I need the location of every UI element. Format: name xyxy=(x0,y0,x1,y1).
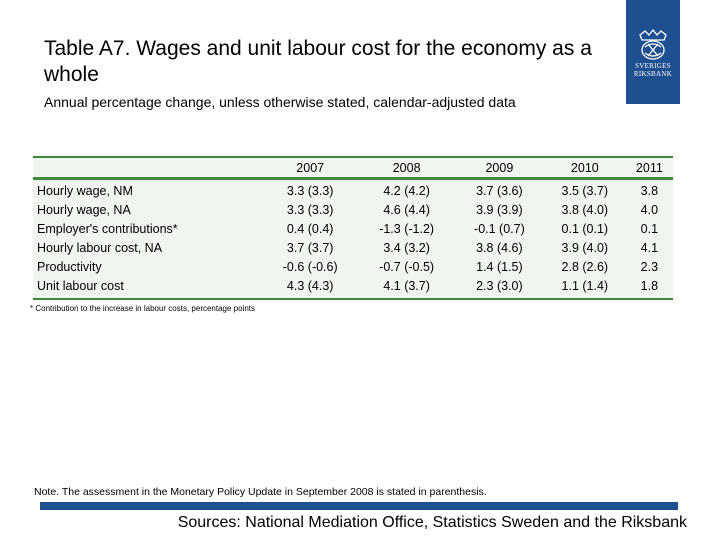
table-cell: 1.4 (1.5) xyxy=(476,259,523,274)
table-cell: 3.8 (4.6) xyxy=(476,240,523,255)
table-cell: 4.1 (3.7) xyxy=(383,278,430,293)
table-row: Hourly wage, NM 3.3 (3.3) 4.2 (4.2) 3.7 … xyxy=(33,179,673,200)
table-cell: 4.3 (4.3) xyxy=(286,278,334,293)
table-cell: 3.3 (3.3) xyxy=(286,202,334,217)
row-label: Productivity xyxy=(37,259,102,274)
column-header: 2007 xyxy=(296,160,325,175)
table-cell: 3.8 xyxy=(640,183,659,198)
logo-text-line1: SVERIGES xyxy=(635,62,671,70)
table-cell: 3.4 (3.2) xyxy=(383,240,430,255)
page-title: Table A7. Wages and unit labour cost for… xyxy=(44,37,592,86)
table-cell: 3.7 (3.6) xyxy=(476,183,523,198)
table-cell: 2.3 xyxy=(640,259,659,274)
table-cell: 4.0 xyxy=(640,202,659,217)
table-cell: 4.6 (4.4) xyxy=(383,202,430,217)
row-label: Employer's contributions* xyxy=(37,221,178,236)
table-cell: 1.8 xyxy=(640,278,659,293)
table-row: Productivity -0.6 (-0.6) -0.7 (-0.5) 1.4… xyxy=(33,257,673,276)
table-cell: 3.8 (4.0) xyxy=(561,202,609,217)
wages-table: 2007 2008 2009 2010 2011 Hourly wage, NM… xyxy=(33,156,673,295)
row-label: Hourly wage, NM xyxy=(37,183,133,198)
table-cell: -1.3 (-1.2) xyxy=(379,221,435,236)
column-header: 2010 xyxy=(570,160,599,175)
table-cell: 0.1 (0.1) xyxy=(561,221,609,236)
table-cell: 0.1 xyxy=(640,221,659,236)
crown-emblem-icon xyxy=(639,28,667,60)
column-header: 2008 xyxy=(392,160,421,175)
table-footnote: * Contribution to the increase in labour… xyxy=(30,304,256,313)
table-cell: -0.1 (0.7) xyxy=(474,221,525,236)
table-cell: -0.6 (-0.6) xyxy=(282,259,338,274)
table-cell: 0.4 (0.4) xyxy=(286,221,334,236)
table-cell: 1.1 (1.4) xyxy=(561,278,609,293)
column-header xyxy=(33,156,262,179)
row-label: Unit labour cost xyxy=(37,278,124,293)
table-cell: 3.3 (3.3) xyxy=(286,183,334,198)
table-row: Hourly labour cost, NA 3.7 (3.7) 3.4 (3.… xyxy=(33,238,673,257)
table-cell: 2.8 (2.6) xyxy=(561,259,609,274)
assessment-note: Note. The assessment in the Monetary Pol… xyxy=(34,486,487,498)
table-cell: -0.7 (-0.5) xyxy=(379,259,435,274)
logo-text-line2: RIKSBANK xyxy=(633,70,673,78)
sources-line: Sources: National Mediation Office, Stat… xyxy=(177,514,687,531)
table-top-rule xyxy=(33,156,673,158)
riksbank-logo: SVERIGES RIKSBANK xyxy=(626,0,680,104)
table-header-rule xyxy=(33,177,673,180)
table-bottom-rule xyxy=(33,298,673,300)
table-row: Unit labour cost 4.3 (4.3) 4.1 (3.7) 2.3… xyxy=(33,276,673,295)
table-cell: 3.9 (4.0) xyxy=(561,240,609,255)
data-table-panel: 2007 2008 2009 2010 2011 Hourly wage, NM… xyxy=(33,156,673,300)
table-cell: 3.5 (3.7) xyxy=(561,183,609,198)
table-cell: 4.1 xyxy=(640,240,659,255)
column-header: 2009 xyxy=(485,160,514,175)
column-header: 2011 xyxy=(635,160,663,175)
table-header-row: 2007 2008 2009 2010 2011 xyxy=(33,156,673,179)
row-label: Hourly wage, NA xyxy=(37,202,131,217)
footer-bar xyxy=(40,502,678,510)
table-cell: 3.9 (3.9) xyxy=(476,202,523,217)
table-cell: 4.2 (4.2) xyxy=(383,183,430,198)
table-cell: 3.7 (3.7) xyxy=(286,240,334,255)
table-row: Employer's contributions* 0.4 (0.4) -1.3… xyxy=(33,219,673,238)
table-cell: 2.3 (3.0) xyxy=(476,278,523,293)
row-label: Hourly labour cost, NA xyxy=(37,240,163,255)
table-row: Hourly wage, NA 3.3 (3.3) 4.6 (4.4) 3.9 … xyxy=(33,200,673,219)
page-subtitle: Annual percentage change, unless otherwi… xyxy=(44,94,516,110)
